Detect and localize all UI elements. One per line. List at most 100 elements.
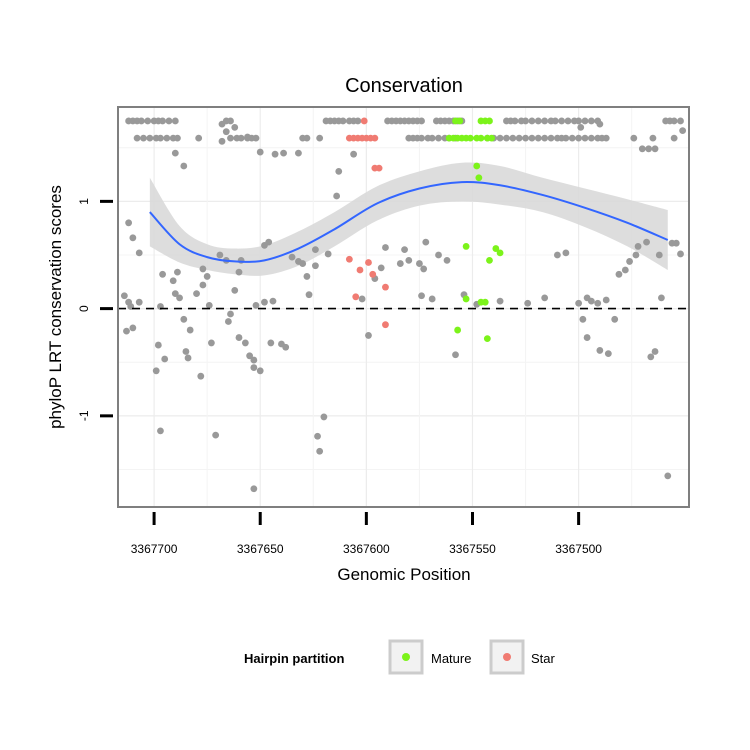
point-other <box>261 241 268 249</box>
point-other <box>534 134 542 142</box>
x-tick-label: 3367600 <box>343 542 390 556</box>
point-other <box>250 364 258 371</box>
point-other <box>503 134 510 142</box>
point-other <box>227 310 234 318</box>
x-tick-label: 3367650 <box>237 542 284 556</box>
point-other <box>171 149 179 157</box>
point-other <box>212 431 220 439</box>
point-other <box>583 334 591 341</box>
point-mature <box>486 117 493 125</box>
point-other <box>335 167 343 175</box>
point-other <box>562 134 570 142</box>
point-other <box>677 250 684 258</box>
point-other <box>509 134 517 142</box>
point-other <box>358 295 366 303</box>
point-mature <box>481 298 489 306</box>
point-other <box>241 339 249 347</box>
point-other <box>333 192 341 200</box>
point-other <box>626 258 633 265</box>
point-other <box>184 354 192 362</box>
point-other <box>670 117 678 125</box>
point-other <box>587 134 595 142</box>
point-other <box>163 134 171 142</box>
point-other <box>541 117 549 125</box>
point-mature <box>462 295 470 303</box>
point-other <box>564 117 572 125</box>
point-other <box>256 367 264 375</box>
point-other <box>672 239 680 247</box>
y-axis-title: phyloP LRT conservation scores <box>46 185 65 429</box>
point-other <box>231 286 239 294</box>
point-other <box>227 117 234 125</box>
point-star <box>371 134 379 142</box>
point-other <box>418 134 425 142</box>
point-other <box>496 134 504 142</box>
confidence-ribbon <box>149 162 668 276</box>
point-other <box>670 134 678 142</box>
point-other <box>271 150 279 158</box>
point-other <box>658 294 665 302</box>
point-other <box>350 150 358 158</box>
y-axis: -1 0 1 <box>77 198 113 421</box>
point-other <box>203 273 211 280</box>
x-axis: 3367700 3367650 3367600 3367550 3367500 <box>131 512 602 556</box>
point-other <box>129 234 137 242</box>
point-other <box>224 318 232 325</box>
point-other <box>222 128 230 136</box>
point-other <box>199 265 207 273</box>
point-other <box>237 134 245 142</box>
point-other <box>630 134 638 142</box>
grid-lines <box>118 107 689 507</box>
point-other <box>382 244 389 251</box>
legend-dot-star <box>503 653 511 661</box>
x-tick-label: 3367500 <box>555 542 602 556</box>
point-other <box>602 134 610 142</box>
point-other <box>252 301 260 309</box>
point-mature <box>488 134 495 142</box>
point-other <box>365 332 372 339</box>
point-other <box>205 301 213 309</box>
point-star <box>356 266 364 274</box>
point-other <box>638 145 646 153</box>
point-other <box>587 117 595 125</box>
point-star <box>382 321 389 329</box>
point-other <box>174 268 181 276</box>
point-other <box>246 352 254 360</box>
point-other <box>443 256 451 264</box>
point-other <box>244 133 251 141</box>
legend: Hairpin partition Mature Star <box>244 639 556 675</box>
point-other <box>171 117 179 125</box>
point-other <box>528 117 536 125</box>
point-star <box>382 283 389 291</box>
point-star <box>375 164 383 172</box>
point-other <box>135 249 143 257</box>
point-mature <box>456 117 464 125</box>
point-star <box>369 270 377 278</box>
point-other <box>428 295 436 303</box>
x-axis-title: Genomic Position <box>337 565 470 584</box>
point-other <box>562 249 570 257</box>
point-other <box>553 251 561 259</box>
point-other <box>547 134 555 142</box>
point-other <box>679 127 687 134</box>
point-other <box>594 299 602 307</box>
point-other <box>174 134 181 142</box>
point-other <box>176 294 183 302</box>
point-other <box>647 353 655 361</box>
point-other <box>252 134 260 142</box>
point-other <box>596 120 604 128</box>
point-other <box>218 137 226 145</box>
point-other <box>169 277 177 285</box>
ribbon-band <box>149 162 668 276</box>
legend-dot-mature <box>402 653 410 661</box>
point-other <box>235 334 243 341</box>
x-tick-label: 3367700 <box>131 542 178 556</box>
point-other <box>581 117 589 125</box>
point-other <box>511 117 519 125</box>
point-other <box>645 145 653 153</box>
point-other <box>193 290 200 297</box>
point-other <box>267 339 275 347</box>
point-other <box>316 447 324 455</box>
point-other <box>649 134 657 142</box>
